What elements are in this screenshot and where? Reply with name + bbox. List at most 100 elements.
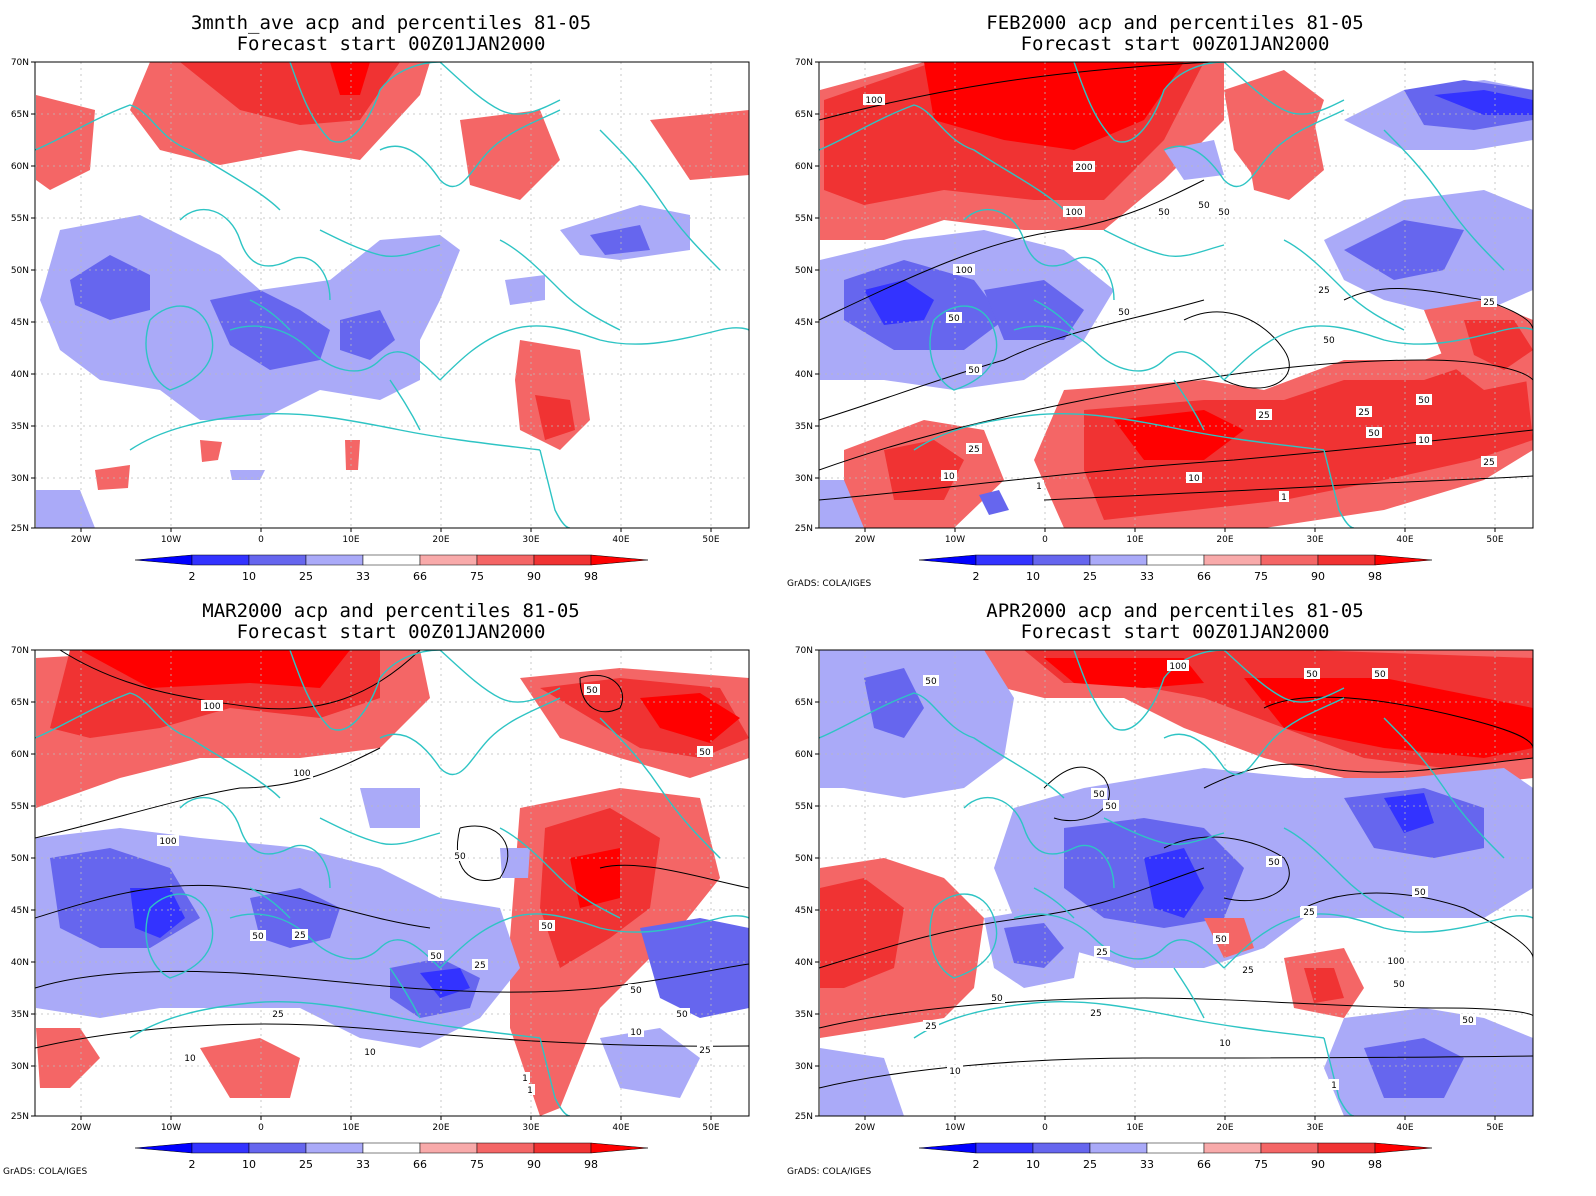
colorbar-arrow-right: [590, 1142, 649, 1154]
contour-label-box: [989, 992, 1005, 1003]
coastline: [1223, 650, 1345, 703]
contour-label-box: [1356, 406, 1372, 417]
contour-label: 50: [1105, 802, 1117, 812]
longitude-label: 50E: [1486, 1123, 1503, 1133]
colorbar-box: [975, 554, 1034, 566]
longitude-label: 20W: [855, 535, 875, 545]
longitude-label: 10W: [945, 535, 965, 545]
colorbar-box: [1260, 554, 1319, 566]
coastline: [129, 413, 541, 451]
latitude-label: 30N: [11, 474, 29, 484]
percentile-shading: [1004, 923, 1064, 968]
colorbar-label: 25: [1083, 570, 1097, 583]
latitude-label: 65N: [795, 698, 813, 708]
latitude-label: 65N: [11, 698, 29, 708]
longitude-label: 20E: [1216, 535, 1233, 545]
contour-label-box: [1321, 334, 1337, 345]
contour-label: 50: [1368, 429, 1380, 439]
colorbar-label: 98: [1368, 570, 1382, 583]
coastline: [439, 325, 749, 381]
coastline: [379, 109, 561, 188]
contour-label-box: [1091, 788, 1107, 799]
contour-label-box: [1217, 1037, 1233, 1048]
contour-label-box: [292, 929, 308, 940]
contour-line: [59, 650, 421, 710]
contour-label-box: [520, 1072, 530, 1083]
contour-label-box: [1186, 472, 1202, 483]
percentile-shading: [535, 395, 575, 440]
contour-label: 50: [925, 677, 937, 687]
coastline: [249, 887, 291, 919]
latitude-label: 55N: [795, 802, 813, 812]
coastline: [1283, 827, 1405, 919]
longitude-label: 10E: [342, 1123, 359, 1133]
percentile-shading: [820, 878, 904, 988]
colorbar-label: 98: [1368, 1158, 1382, 1171]
coastline: [963, 209, 1115, 301]
map-panel-apr2000: APR2000 acp and percentiles 81-05 Foreca…: [784, 588, 1582, 1186]
coastline: [819, 692, 1065, 799]
contour-label-box: [1088, 1007, 1104, 1018]
colorbar-box: [362, 1142, 421, 1154]
map-panel-3month: 3mnth_ave acp and percentiles 81-05 Fore…: [0, 0, 798, 598]
contour-line: [1043, 766, 1110, 822]
contour-label-box: [966, 364, 982, 375]
colorbar-label: 25: [1083, 1158, 1097, 1171]
coastline: [499, 239, 621, 331]
latitude-label: 25N: [795, 1112, 813, 1122]
latitude-label: 60N: [11, 162, 29, 172]
percentile-shading: [330, 62, 370, 95]
longitude-label: 10E: [1126, 1123, 1143, 1133]
contour-label-box: [362, 1046, 378, 1057]
colorbar-arrow-right: [1374, 1142, 1433, 1154]
contour-label: 25: [1242, 966, 1253, 976]
longitude-label: 30E: [522, 535, 539, 545]
anomaly-field: [35, 62, 749, 528]
contour-label: 50: [1306, 670, 1318, 680]
contour-label: 10: [1219, 1039, 1231, 1049]
map-frame: [34, 649, 750, 1117]
latitude-label: 35N: [11, 1010, 29, 1020]
colorbar-label: 75: [470, 1158, 484, 1171]
contour-label: 50: [252, 932, 264, 942]
coastline: [1103, 229, 1225, 257]
percentile-shading: [884, 440, 964, 500]
contour-label: 50: [454, 852, 466, 862]
colorbar-box: [975, 1142, 1034, 1154]
coastline: [1103, 817, 1225, 845]
contour-label-box: [291, 767, 313, 778]
colorbar-arrow-left: [134, 554, 193, 566]
map-axes: 70N 65N 60N 55N 50N 45N 40N 35N 30N 25N 20W 10W 0 10E…: [795, 646, 1534, 1133]
contour-label-box: [428, 950, 444, 961]
latitude-label: 40N: [11, 958, 29, 968]
latitude-label: 25N: [11, 524, 29, 534]
map-title-line1: MAR2000 acp and percentiles 81-05: [202, 600, 580, 622]
colorbar-box: [248, 1142, 307, 1154]
contour-label: 25: [1303, 908, 1314, 918]
contour-label: 50: [968, 366, 980, 376]
colorbar-label: 66: [1197, 570, 1211, 583]
coastline: [599, 129, 721, 271]
percentile-shading: [360, 788, 420, 828]
colorbar-label: 66: [1197, 1158, 1211, 1171]
coastline: [1163, 697, 1345, 776]
contour-label-box: [697, 746, 713, 757]
percentile-shading: [200, 1038, 300, 1098]
coastline: [1013, 913, 1225, 969]
contour-label: 10: [630, 1028, 642, 1038]
contour-label-box: [697, 1044, 713, 1055]
latitude-label: 60N: [11, 750, 29, 760]
contour-label-box: [1063, 206, 1085, 217]
coastline: [929, 305, 998, 391]
percentile-shading: [36, 1028, 100, 1088]
contour-line: [819, 359, 1533, 471]
contour-label: 25: [1258, 411, 1269, 421]
coastline: [929, 893, 998, 979]
longitude-label: 50E: [1486, 535, 1503, 545]
contour-label-box: [1240, 964, 1256, 975]
map-frame: [818, 649, 1534, 1117]
contour-label: 10: [949, 1067, 961, 1077]
longitude-label: 0: [1042, 1123, 1048, 1133]
longitude-label: 0: [1042, 535, 1048, 545]
latitude-label: 55N: [795, 214, 813, 224]
